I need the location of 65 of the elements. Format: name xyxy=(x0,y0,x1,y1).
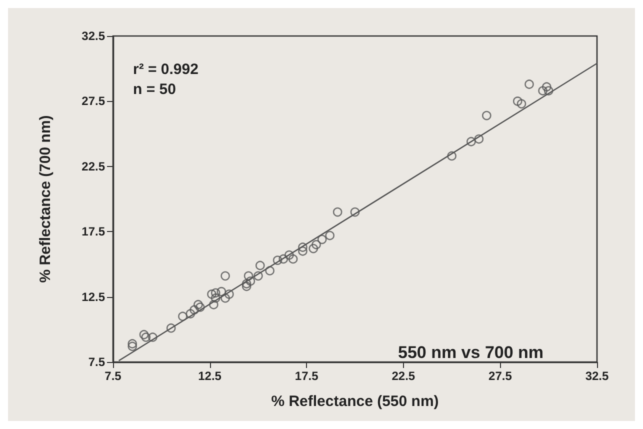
point xyxy=(224,290,234,299)
point xyxy=(220,293,230,303)
point xyxy=(141,332,151,342)
point xyxy=(278,254,288,264)
point xyxy=(194,300,203,310)
point xyxy=(128,342,138,351)
point xyxy=(308,244,318,254)
x-tick-label: 17.5 xyxy=(294,369,319,383)
point xyxy=(186,309,196,318)
y-axis-title: % Reflectance (700 nm) xyxy=(37,115,54,283)
y-tick-label: 7.5 xyxy=(88,355,106,369)
y-tick-label: 17.5 xyxy=(82,224,106,239)
point xyxy=(332,207,342,217)
y-tick-label: 12.5 xyxy=(82,290,106,304)
point xyxy=(298,242,308,252)
point xyxy=(246,276,256,286)
point xyxy=(298,246,308,256)
point xyxy=(474,134,484,144)
annotation: r² = 0.992 xyxy=(133,61,198,78)
point xyxy=(516,99,526,108)
point xyxy=(210,293,220,303)
point xyxy=(139,330,149,340)
x-axis-title: % Reflectance (550 nm) xyxy=(271,393,439,410)
point xyxy=(325,230,334,240)
point xyxy=(544,86,554,96)
x-tick-label: 27.5 xyxy=(488,369,512,383)
x-tick-label: 22.5 xyxy=(392,369,416,383)
point xyxy=(220,271,230,281)
point xyxy=(242,279,252,288)
point xyxy=(210,288,220,298)
point xyxy=(482,110,492,120)
y-tick-label: 22.5 xyxy=(82,159,106,174)
point xyxy=(209,300,218,310)
point xyxy=(512,96,522,106)
point xyxy=(207,290,216,299)
point xyxy=(255,260,265,270)
point xyxy=(466,136,476,146)
y-tick-label: 32.5 xyxy=(82,29,106,43)
point xyxy=(178,312,188,322)
point xyxy=(216,286,226,296)
point xyxy=(350,207,360,217)
point xyxy=(288,254,298,264)
x-tick-label: 32.5 xyxy=(585,369,609,383)
point xyxy=(447,151,456,161)
point xyxy=(166,323,176,333)
annotation: 550 nm vs 700 nm xyxy=(398,343,544,362)
point xyxy=(317,234,327,244)
point xyxy=(254,271,263,281)
point xyxy=(538,86,548,96)
point xyxy=(265,266,274,276)
point xyxy=(242,282,252,292)
annotation: n = 50 xyxy=(133,81,176,98)
point xyxy=(542,82,552,92)
point xyxy=(128,339,138,348)
point xyxy=(284,250,294,260)
point xyxy=(195,302,205,312)
point xyxy=(524,80,534,89)
x-tick-label: 7.5 xyxy=(104,369,122,383)
point xyxy=(190,305,199,314)
point xyxy=(272,256,282,265)
y-tick-label: 27.5 xyxy=(82,94,106,108)
point xyxy=(312,240,321,250)
point xyxy=(148,332,158,342)
point xyxy=(244,271,254,281)
x-tick-label: 12.5 xyxy=(198,369,222,383)
